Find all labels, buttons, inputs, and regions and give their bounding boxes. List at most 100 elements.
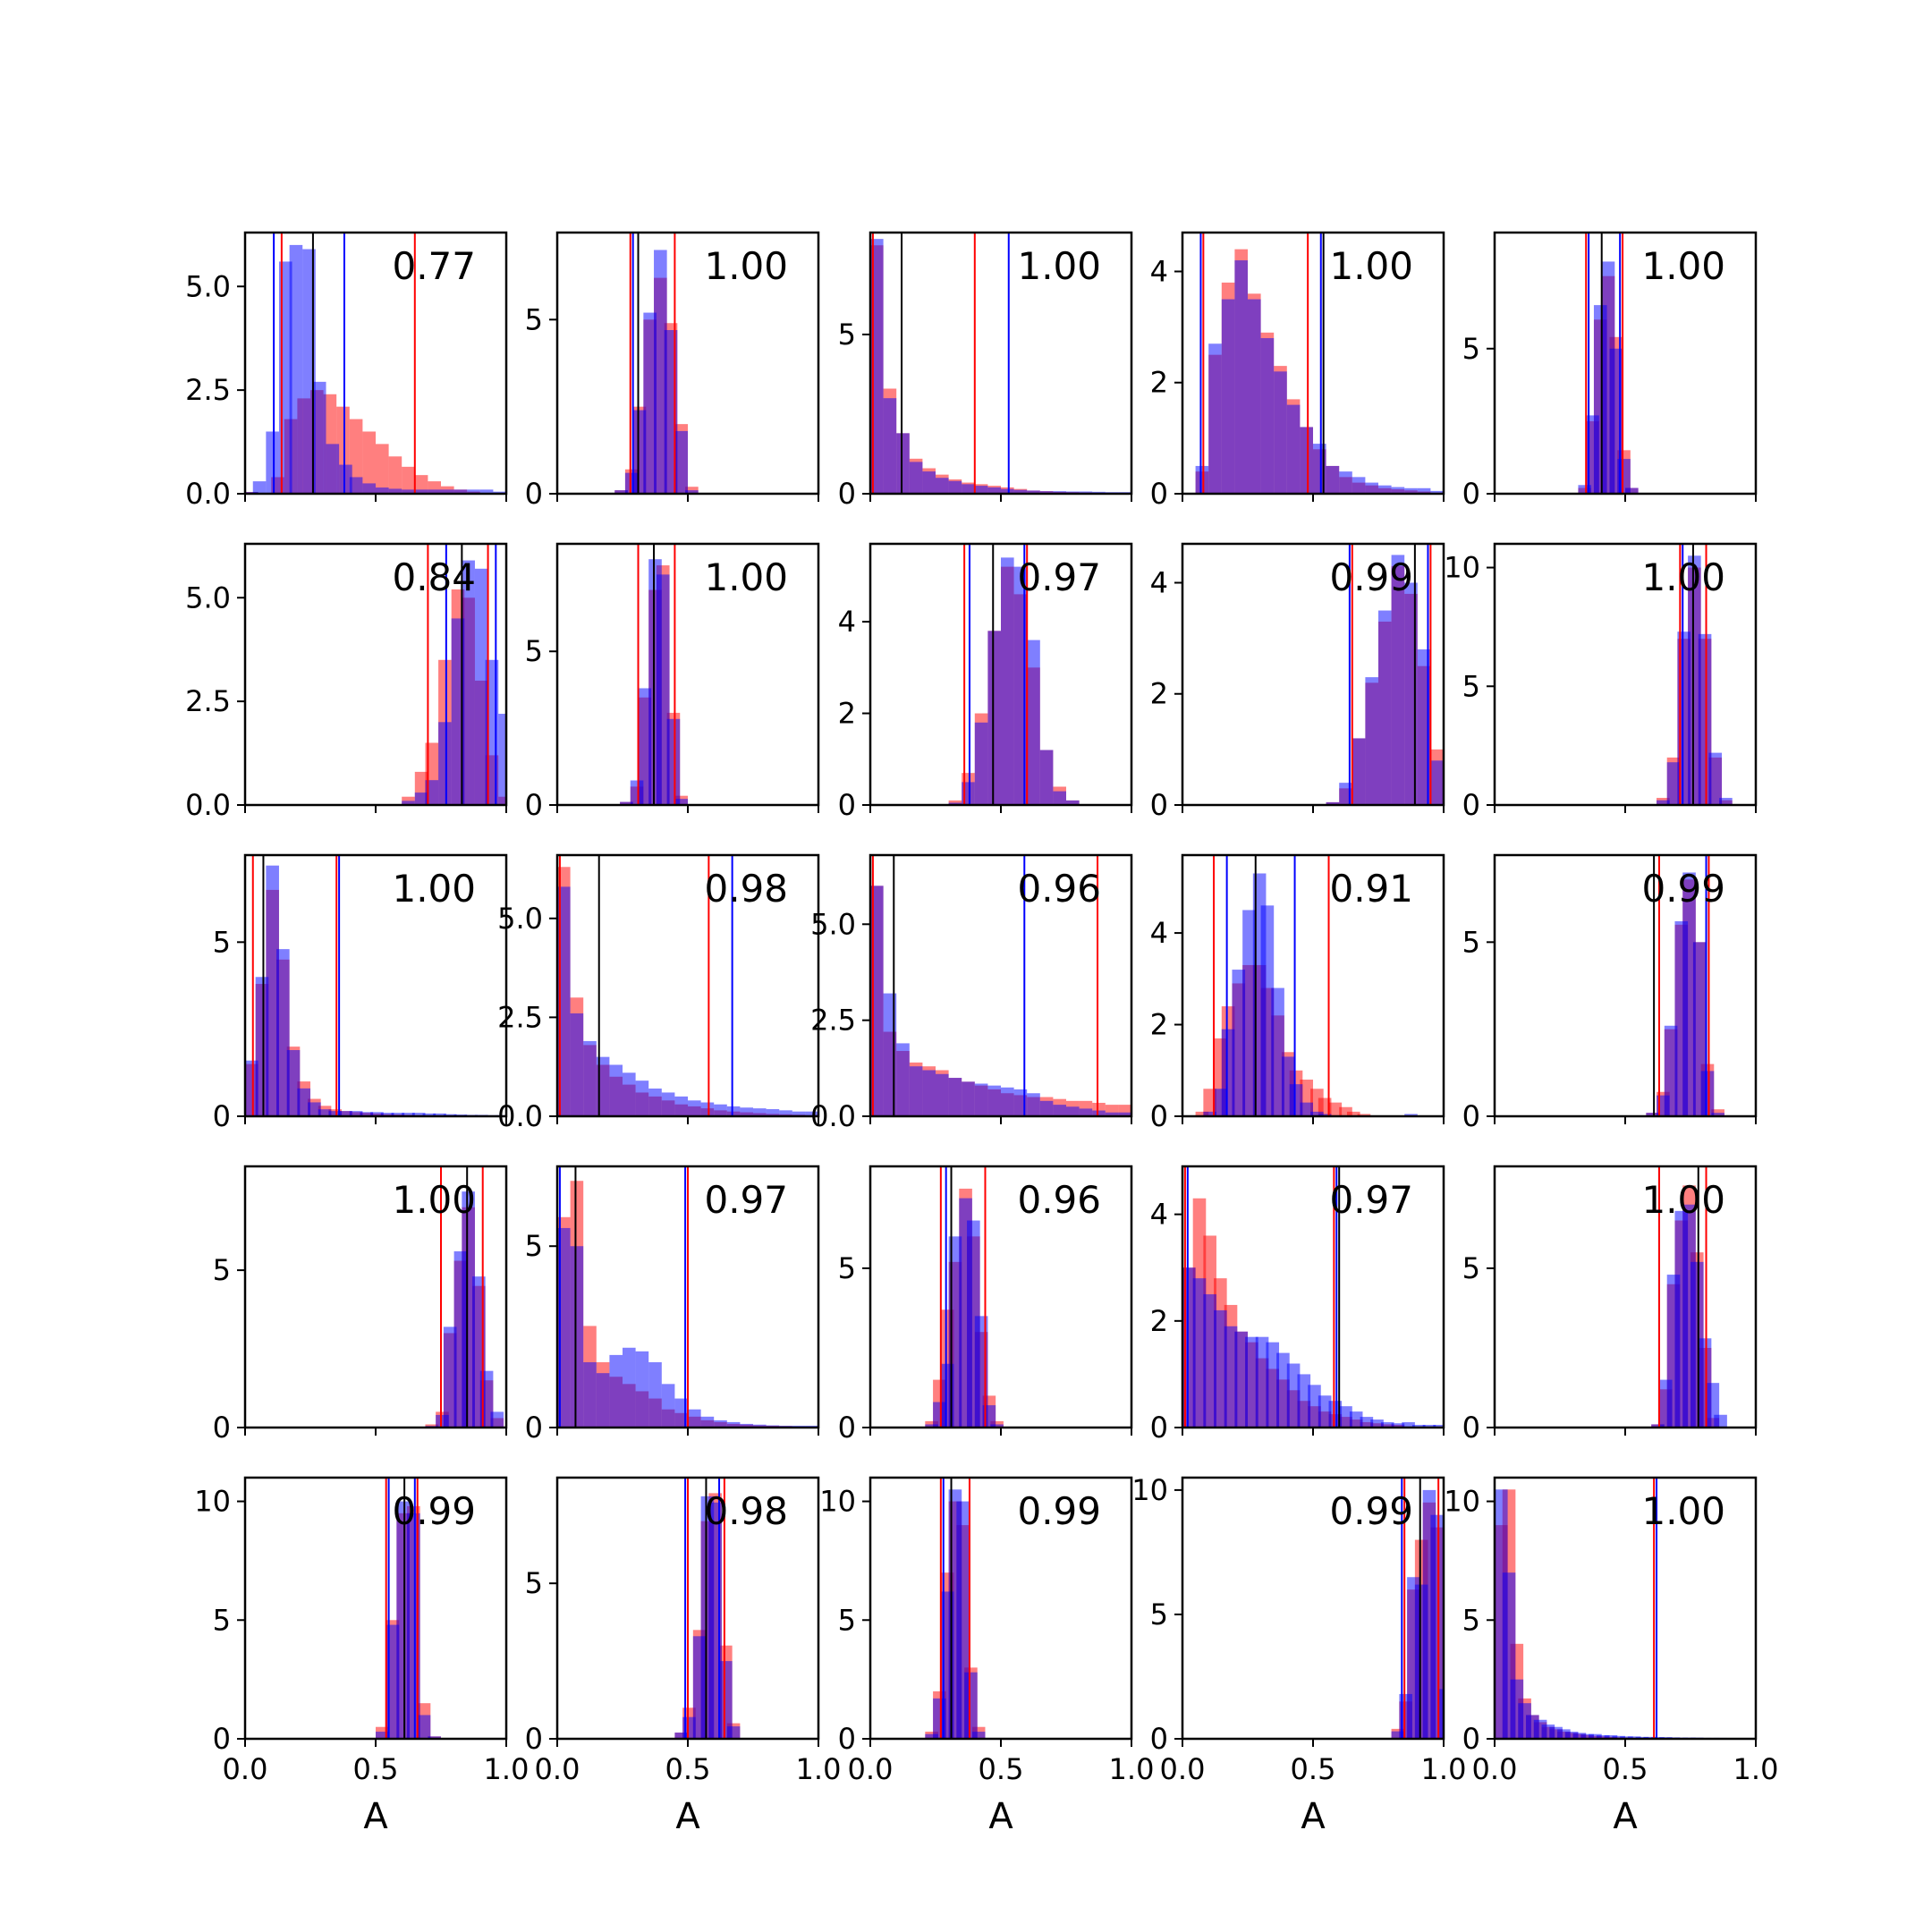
- panel-r0-c0-red-bar-11: [402, 466, 415, 494]
- panel-r1-c0-plot-area: [402, 544, 506, 805]
- panel-r4-c3-blue-bar-0: [1391, 1731, 1405, 1739]
- panel-r0-c3-value-label: 1.00: [1329, 244, 1413, 288]
- panel-r0-c1-blue-bar-3: [643, 312, 657, 494]
- panel-r1-c0-blue-bar-6: [474, 568, 488, 805]
- panel-r4-c2-value-label: 0.99: [1017, 1489, 1101, 1533]
- panel-r2-c1-blue-bar-12: [714, 1104, 727, 1116]
- panel-r4-c0-xlabel: A: [363, 1796, 388, 1837]
- panel-r3-c3-blue-bar-10: [1286, 1363, 1301, 1428]
- panel-r4-c2-blue-bar-5: [964, 1672, 978, 1739]
- panel-r3-c3-blue-bar-18: [1370, 1419, 1384, 1428]
- panel-r2-c2-blue-bar-18: [1105, 1112, 1119, 1116]
- panel-r3-c3-blue-bar-22: [1411, 1425, 1426, 1428]
- panel-r2-c2-plot-area: [870, 855, 1131, 1116]
- panel-r4-c0-blue-bar-4: [417, 1715, 431, 1739]
- panel-r2-c0-blue-bar-11: [360, 1112, 374, 1116]
- panel-r1-c0-red-bar-0: [402, 796, 415, 805]
- panel-r1-c0-blue-bar-0: [402, 801, 415, 805]
- panel-r1-c2-blue-bar-4: [1001, 557, 1014, 805]
- panel-r4-c0-xtick-label-0: 0.0: [223, 1752, 268, 1786]
- panel-r2-c3-blue-bar-11: [1300, 1102, 1313, 1116]
- panel-r1-c2-blue-bar-7: [1039, 750, 1054, 805]
- panel-r2-c3-blue-bar-7: [1260, 905, 1275, 1116]
- panel-r4-c3-xtick-label-2: 1.0: [1421, 1752, 1467, 1786]
- panel-r4-c2-xtick-label-2: 1.0: [1109, 1752, 1155, 1786]
- panel-r0-c2-blue-bar-11: [1013, 489, 1028, 494]
- panel-r0-c3-blue-bar-10: [1326, 465, 1340, 494]
- panel-r1-c2-blue-bar-0: [948, 802, 962, 805]
- panel-r0-c4-value-label: 1.00: [1641, 244, 1725, 288]
- panel-r3-c2-blue-bar-8: [990, 1424, 1004, 1428]
- panel-r3-c1-value-label: 0.97: [704, 1178, 788, 1222]
- panel-r2-c0-blue-bar-5: [297, 1088, 310, 1116]
- panel-r0-c3-blue-bar-5: [1260, 338, 1275, 494]
- panel-r0-c3-blue-bar-13: [1365, 482, 1378, 494]
- panel-r0-c1-value-label: 1.00: [704, 244, 788, 288]
- panel-r0-c2-ytick-label-0: 0: [838, 477, 856, 511]
- panel-r0-c3-blue-bar-7: [1286, 404, 1301, 494]
- panel-r2-c0-value-label: 1.00: [392, 867, 476, 911]
- panel-r4-c4-plot-area: [1495, 1478, 1756, 1739]
- panel-r2-c3-blue-bar-4: [1232, 970, 1246, 1116]
- panel-r3-c0-ytick-label-0: 0: [213, 1411, 231, 1445]
- panel-r4-c1-blue-bar-6: [726, 1726, 741, 1739]
- panel-r3-c1-blue-bar-6: [635, 1351, 649, 1428]
- panel-r0-c3-blue-bar-6: [1274, 371, 1287, 494]
- panel-r2-c2-blue-bar-12: [1027, 1093, 1040, 1116]
- panel-r3-c1-blue-bar-1: [570, 1246, 584, 1428]
- panel-r0-c3-blue-bar-1: [1208, 343, 1222, 494]
- panel-r0-c1-red-bar-7: [685, 487, 699, 494]
- panel-r3-c3-blue-bar-19: [1380, 1422, 1394, 1428]
- panel-r0-c0-red-bar-7: [349, 419, 363, 494]
- panel-r0-c0-red-bar-8: [362, 431, 376, 494]
- panel-r4-c1-xtick-label-1: 0.5: [665, 1752, 711, 1786]
- panel-r2-c2-blue-bar-15: [1066, 1106, 1080, 1116]
- panel-r3-c3-blue-bar-5: [1234, 1331, 1248, 1428]
- panel-r2-c1-blue-bar-13: [726, 1106, 741, 1116]
- panel-r2-c3-blue-bar-3: [1221, 1029, 1235, 1116]
- panel-r4-c1-value-label: 0.98: [704, 1489, 788, 1533]
- panel-r1-c3-ytick-label-1: 2: [1150, 677, 1168, 711]
- panel-r3-c1-plot-area: [557, 1166, 818, 1428]
- panel-r4-c2-xtick-label-1: 0.5: [979, 1752, 1024, 1786]
- panel-r0-c3-blue-bar-0: [1195, 465, 1209, 494]
- panel-r0-c1-blue-bar-6: [674, 430, 688, 494]
- panel-r0-c0-red-bar-10: [388, 456, 402, 494]
- panel-r1-c3: 0 2 4 0.99: [1150, 542, 1445, 822]
- panel-r0-c2-blue-bar-8: [974, 486, 988, 494]
- panel-r1-c2-blue-bar-3: [987, 631, 1001, 805]
- panel-r0-c2-blue-bar-5: [936, 478, 949, 494]
- panel-r1-c2-ytick-label-1: 2: [838, 697, 856, 731]
- panel-r3-c4: 051.00: [1462, 1165, 1758, 1445]
- panel-r4-c2-xlabel: A: [988, 1796, 1013, 1837]
- panel-r2-c2-ytick-label-2: 5.0: [810, 907, 856, 941]
- panel-r2-c1: 0.0 2.5 5.0 0.98: [497, 853, 820, 1133]
- panel-r2-c0-blue-bar-6: [308, 1102, 321, 1116]
- panel-r2-c0-blue-bar-8: [328, 1111, 343, 1116]
- panel-r2-c0-ytick-label-0: 0: [213, 1099, 231, 1133]
- panel-r0-c4: 051.00: [1462, 231, 1758, 511]
- panel-r3-c4-ytick-label-1: 5: [1462, 1251, 1480, 1285]
- panel-r3-c2-plot-area: [925, 1166, 1004, 1428]
- panel-r0-c2-blue-bar-6: [948, 480, 962, 494]
- panel-r2-c2-value-label: 0.96: [1017, 867, 1101, 911]
- panel-r1-c2-ytick-label-0: 0: [838, 788, 856, 822]
- panel-r4-c1-xtick-label-2: 1.0: [796, 1752, 842, 1786]
- panel-r0-c0-ytick-label-1: 2.5: [185, 373, 231, 407]
- panel-r4-c4-xtick-label-2: 1.0: [1733, 1752, 1779, 1786]
- panel-r1-c4-ytick-label-0: 0: [1462, 788, 1480, 822]
- panel-r0-c3: 0 2 4 1.00: [1150, 231, 1445, 511]
- panel-r2-c1-blue-bar-4: [609, 1064, 623, 1116]
- panel-r2-c2-blue-bar-13: [1039, 1100, 1054, 1116]
- panel-r1-c0-value-label: 0.84: [392, 555, 476, 599]
- panel-r2-c1-blue-bar-5: [623, 1072, 636, 1116]
- panel-r3-c0-plot-area: [425, 1166, 504, 1428]
- panel-r2-c3-ytick-label-2: 4: [1150, 916, 1168, 950]
- panel-r2-c3-blue-bar-8: [1271, 987, 1284, 1116]
- panel-r2-c0-blue-bar-18: [433, 1113, 446, 1116]
- panel-r1-c3-blue-bar-4: [1378, 610, 1392, 805]
- panel-r2-c4-red-bar-7: [1711, 1109, 1724, 1116]
- panel-r0-c0-blue-bar-1: [252, 481, 267, 494]
- panel-r1-c0-blue-bar-1: [414, 792, 428, 805]
